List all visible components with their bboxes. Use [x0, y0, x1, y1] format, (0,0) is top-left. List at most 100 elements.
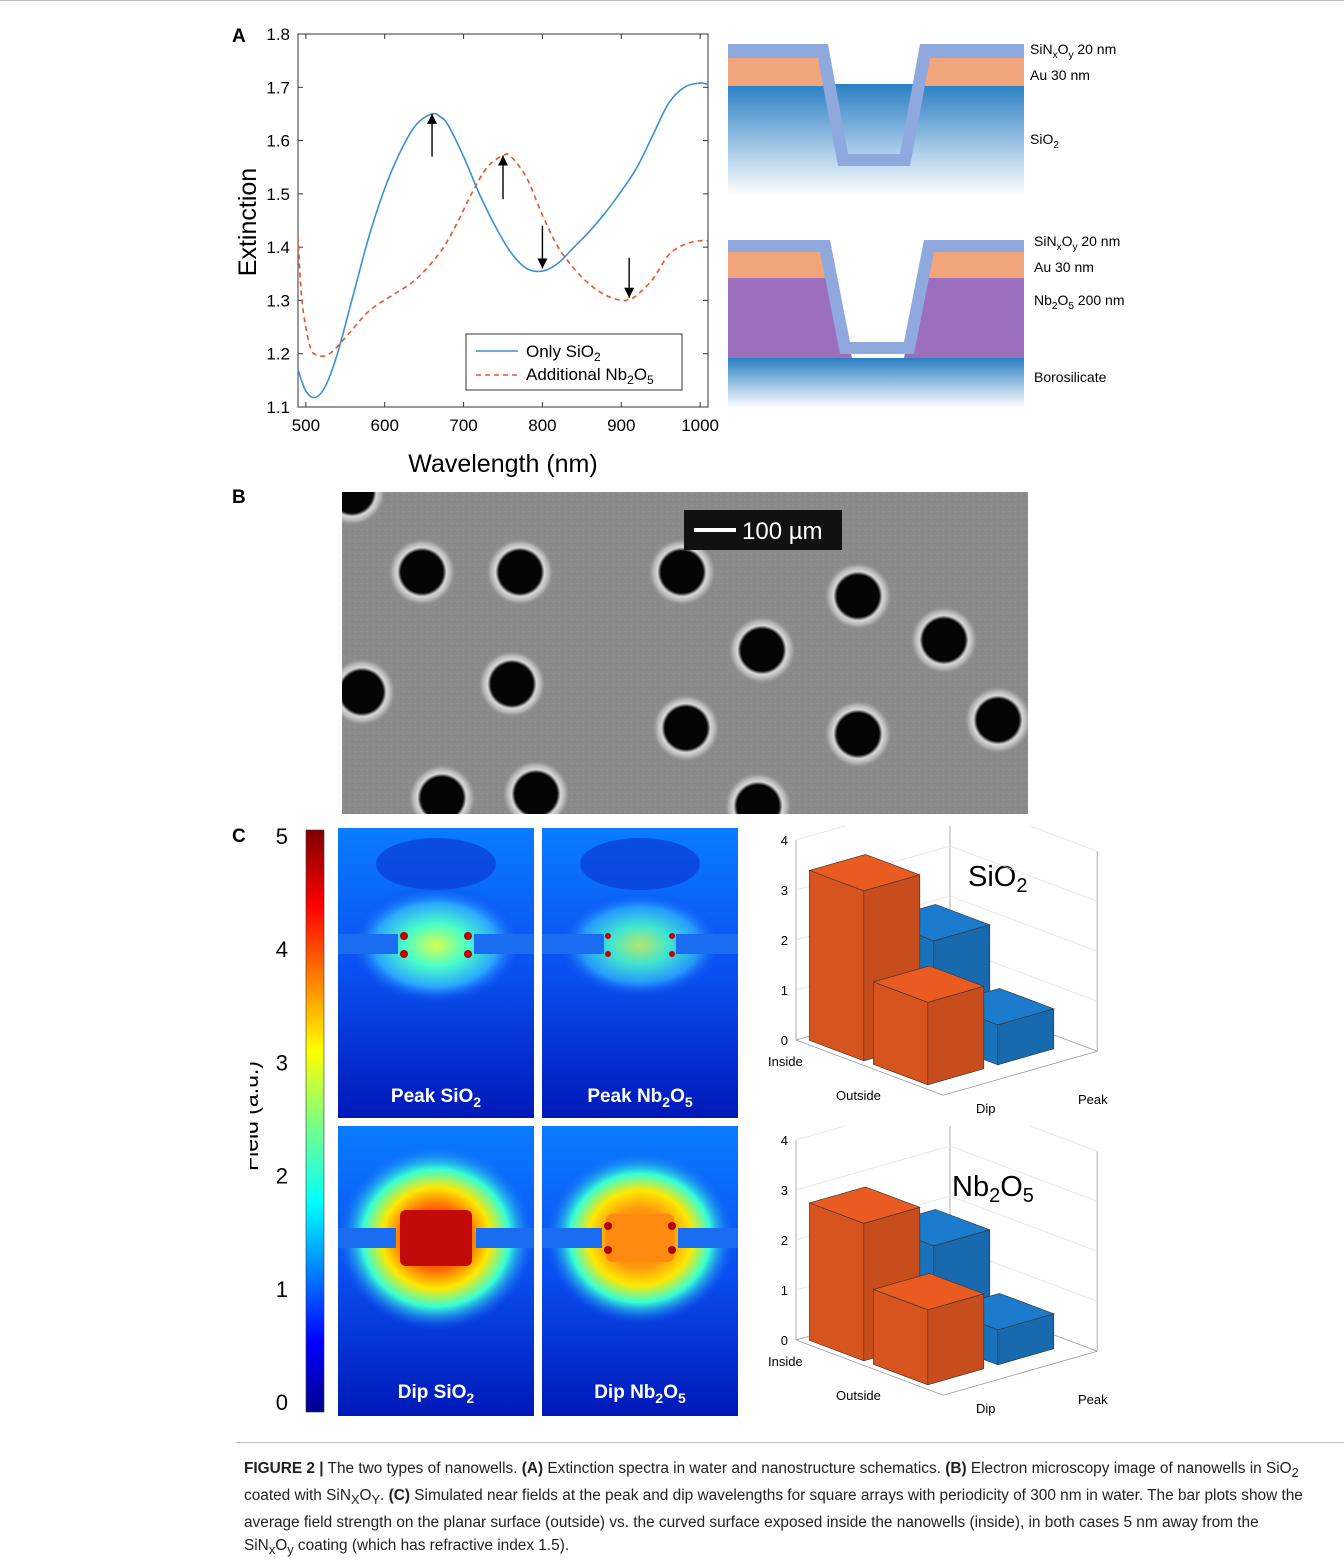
bar3d-label-peak: Peak — [1078, 1392, 1108, 1407]
nanowell — [342, 492, 386, 526]
field-map-label-br: Dip Nb2O5 — [594, 1382, 686, 1406]
nanowell — [486, 538, 554, 606]
bar3d-title-nb2o5: Nb2O5 — [952, 1171, 1034, 1207]
bar3d-z-tick: 0 — [781, 1033, 788, 1048]
y-tick-label: 1.2 — [266, 345, 290, 364]
caption-ref-a: (A) — [521, 1460, 544, 1477]
bar3d-label-inside: Inside — [768, 1054, 803, 1069]
x-axis-label: Wavelength (nm) — [408, 450, 597, 478]
y-tick-label: 1.8 — [266, 25, 290, 44]
chart-legend: Only SiO2 Additional Nb2O5 — [465, 333, 683, 391]
scale-bar-label: 100 µm — [742, 518, 823, 545]
sin-coating — [728, 44, 1024, 166]
field-map-dip-nb2o5: Dip Nb2O5 — [542, 1126, 738, 1416]
caption-text: Extinction spectra in water and nanostru… — [543, 1460, 946, 1477]
colorbar: 5 4 3 2 1 0 Field (a.u.) — [250, 826, 325, 1415]
colorbar-tick-label: 3 — [276, 1050, 288, 1075]
caption-text: coating (which has refractive index 1.5)… — [293, 1537, 570, 1555]
colorbar-tick-label: 5 — [276, 826, 288, 849]
colorbar-label: Field (a.u.) — [250, 1061, 263, 1171]
borosilicate-layer — [728, 358, 1024, 408]
x-tick-label: 800 — [528, 416, 556, 435]
bar-outside-dip — [872, 1273, 985, 1386]
colorbar-tick-label: 0 — [276, 1390, 288, 1415]
bar3d-label-dip: Dip — [976, 1401, 996, 1416]
bar3d-label-dip: Dip — [976, 1101, 996, 1116]
series-line-sio2 — [297, 82, 709, 399]
figure-caption: FIGURE 2 | The two types of nanowells. (… — [244, 1457, 1312, 1561]
bar3d-z-tick: 4 — [781, 1133, 788, 1148]
au-layer — [728, 252, 834, 278]
caption-text: . — [380, 1487, 389, 1505]
extinction-chart: 1.1 1.2 1.3 1.4 1.5 1.6 1.7 1.8 500 600 700 800 900… — [234, 25, 719, 478]
nanowell — [964, 686, 1028, 754]
colorbar-tick-label: 2 — [276, 1164, 288, 1189]
field-map-dip-sio2: Dip SiO2 — [338, 1126, 534, 1416]
bar3d-z-tick: 4 — [781, 833, 788, 848]
nb2o5-layer — [728, 276, 852, 358]
bar3d-label-peak: Peak — [1078, 1092, 1108, 1107]
colorbar-tick-label: 1 — [276, 1277, 288, 1302]
bar3d-z-tick: 1 — [781, 1283, 788, 1298]
caption-figure-label: FIGURE 2 | — [244, 1460, 324, 1477]
label-nb2o5: Nb2O5 200 nm — [1034, 292, 1125, 312]
nanowell — [724, 772, 792, 814]
caption-text: Electron microscopy image of nanowells i… — [966, 1460, 1292, 1477]
arrow-down-icon — [537, 225, 548, 269]
y-tick-label: 1.6 — [266, 132, 290, 151]
bar3d-label-inside: Inside — [768, 1354, 803, 1369]
nanowell — [652, 694, 720, 762]
nanowell — [824, 562, 892, 630]
nanowell — [910, 606, 978, 674]
nanowell — [408, 764, 476, 814]
colorbar-tick-label: 4 — [276, 937, 288, 962]
nb2o5-layer-right — [904, 276, 1024, 358]
bar3d-chart-sio2: SiO2 0 1 2 3 4 Inside Outside Dip Peak — [768, 826, 1108, 1116]
field-map-label-tr: Peak Nb2O5 — [587, 1086, 693, 1110]
label-au-bottom: Au 30 nm — [1034, 259, 1094, 275]
caption-sub: x — [268, 1542, 276, 1558]
label-sinxoy-top: SiNxOy 20 nm — [1030, 41, 1116, 61]
caption-text: Simulated near fields at the peak and di… — [244, 1487, 1303, 1555]
x-tick-label: 900 — [607, 416, 635, 435]
x-tick-label: 700 — [449, 416, 477, 435]
caption-ref-b: (B) — [945, 1460, 967, 1477]
au-layer-right — [914, 58, 1024, 86]
nanowell — [342, 658, 396, 726]
colorbar-gradient — [305, 829, 325, 1413]
sio2-layer — [728, 84, 1024, 196]
bar3d-z-tick: 2 — [781, 933, 788, 948]
arrow-up-icon — [498, 155, 508, 200]
caption-text: The two types of nanowells. — [323, 1460, 522, 1477]
field-map-label-tl: Peak SiO2 — [391, 1086, 481, 1110]
caption-sub: X — [350, 1492, 360, 1508]
caption-ref-c: (C) — [388, 1487, 410, 1505]
nanowell — [648, 538, 716, 606]
caption-divider — [236, 1442, 1344, 1443]
legend-label-nb2o5: Additional Nb2O5 — [526, 365, 654, 387]
nanowell — [502, 760, 570, 814]
legend-label-sio2: Only SiO2 — [526, 342, 601, 364]
y-tick-label: 1.4 — [266, 238, 290, 257]
panel-letter-b: B — [232, 487, 246, 508]
y-axis-label: Extinction — [234, 168, 262, 276]
au-layer-right — [920, 252, 1024, 278]
caption-text: O — [275, 1537, 288, 1555]
bar3d-z-tick: 3 — [781, 1183, 788, 1198]
bar3d-title-sio2: SiO2 — [968, 861, 1027, 897]
caption-sub: 2 — [1291, 1465, 1299, 1481]
au-layer — [728, 58, 830, 86]
bar3d-z-tick: 2 — [781, 1233, 788, 1248]
bar3d-label-outside: Outside — [836, 1088, 881, 1103]
bar3d-chart-nb2o5: Nb2O5 0 1 2 3 4 Inside Outside Dip Peak — [768, 1126, 1108, 1416]
panel-letter-a: A — [232, 26, 246, 47]
label-sinxoy-bottom: SiNxOy 20 nm — [1034, 233, 1120, 253]
electron-micrograph: 100 µm — [342, 492, 1028, 814]
nanowell — [388, 538, 456, 606]
x-tick-label: 600 — [371, 416, 399, 435]
nanowell — [824, 700, 892, 768]
label-sio2-top: SiO2 — [1030, 131, 1059, 151]
caption-text: coated with SiN — [244, 1487, 351, 1505]
field-map-label-bl: Dip SiO2 — [398, 1382, 475, 1406]
